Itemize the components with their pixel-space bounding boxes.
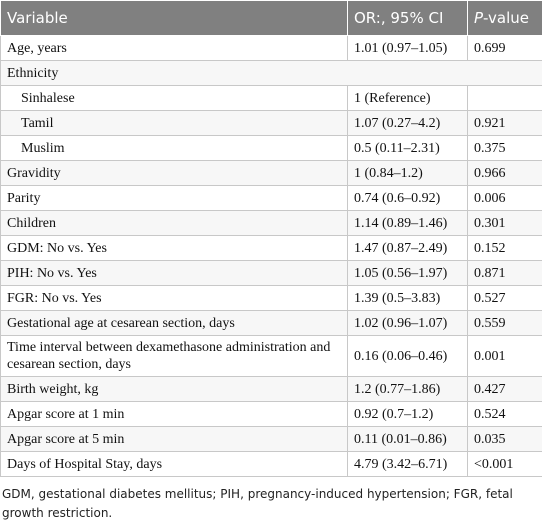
table-cell: Tamil	[0, 110, 348, 136]
table-row: Birth weight, kg 1.2 (0.77–1.86) 0.427	[0, 376, 542, 402]
table-cell: 0.301	[467, 210, 542, 236]
table-row: Gravidity 1 (0.84–1.2) 0.966	[0, 160, 542, 186]
table-cell: Gestational age at cesarean section, day…	[0, 310, 348, 336]
table-cell: 0.152	[467, 235, 542, 261]
table-row: Days of Hospital Stay, days 4.79 (3.42–6.…	[0, 451, 542, 477]
header-cell: Variable	[0, 0, 348, 36]
table-cell: 1.05 (0.56–1.97)	[347, 260, 468, 286]
table-body: Age, years 1.01 (0.97–1.05) 0.699 Ethnicity…	[0, 35, 542, 477]
table-cell: GDM: No vs. Yes	[0, 235, 348, 261]
table-cell: 1.02 (0.96–1.07)	[347, 310, 468, 336]
table-row: Sinhalese 1 (Reference)	[0, 85, 542, 111]
table-cell: 4.79 (3.42–6.71)	[347, 451, 468, 477]
table-cell: Sinhalese	[0, 85, 348, 111]
table-cell: Gravidity	[0, 160, 348, 186]
table-cell: 0.001	[467, 335, 542, 377]
table-cell: 1.39 (0.5–3.83)	[347, 285, 468, 311]
table-row: Children 1.14 (0.89–1.46) 0.301	[0, 210, 542, 236]
table-cell: 0.871	[467, 260, 542, 286]
table-cell: 1 (0.84–1.2)	[347, 160, 468, 186]
table-cell: 0.921	[467, 110, 542, 136]
table-cell: 1.14 (0.89–1.46)	[347, 210, 468, 236]
table-row: Apgar score at 5 min 0.11 (0.01–0.86) 0.03…	[0, 426, 542, 452]
table-cell: 0.427	[467, 376, 542, 402]
table-cell	[467, 85, 542, 111]
table-cell: 0.006	[467, 185, 542, 211]
table-cell: 0.74 (0.6–0.92)	[347, 185, 468, 211]
table-row: Time interval between dexamethasone admi…	[0, 335, 542, 377]
table-cell: <0.001	[467, 451, 542, 477]
table-cell: Ethnicity	[0, 60, 542, 86]
header-cell: P-value	[467, 0, 542, 36]
table-cell: 0.527	[467, 285, 542, 311]
table-cell: 1.2 (0.77–1.86)	[347, 376, 468, 402]
table-cell: Days of Hospital Stay, days	[0, 451, 348, 477]
table-cell: Apgar score at 5 min	[0, 426, 348, 452]
table-cell: Time interval between dexamethasone admi…	[0, 335, 348, 377]
header-row: Variable OR:, 95% CI P-value	[0, 0, 542, 36]
table-cell: Birth weight, kg	[0, 376, 348, 402]
table-cell: 0.035	[467, 426, 542, 452]
table-cell: 1.47 (0.87–2.49)	[347, 235, 468, 261]
table-cell: 0.524	[467, 401, 542, 427]
table-cell: 0.699	[467, 35, 542, 61]
table-cell: PIH: No vs. Yes	[0, 260, 348, 286]
table-row: Gestational age at cesarean section, day…	[0, 310, 542, 336]
table-cell: 0.5 (0.11–2.31)	[347, 135, 468, 161]
table-cell: 1.07 (0.27–4.2)	[347, 110, 468, 136]
table-cell: Age, years	[0, 35, 348, 61]
table-cell: FGR: No vs. Yes	[0, 285, 348, 311]
table-row: Age, years 1.01 (0.97–1.05) 0.699	[0, 35, 542, 61]
table-cell: Parity	[0, 185, 348, 211]
table-row: Tamil 1.07 (0.27–4.2) 0.921	[0, 110, 542, 136]
table-row: GDM: No vs. Yes 1.47 (0.87–2.49) 0.152	[0, 235, 542, 261]
table-cell: Muslim	[0, 135, 348, 161]
data-table: Variable OR:, 95% CI P-value Age, years 1…	[0, 0, 542, 477]
table-cell: 1.01 (0.97–1.05)	[347, 35, 468, 61]
table-cell: 1 (Reference)	[347, 85, 468, 111]
table-row: Apgar score at 1 min 0.92 (0.7–1.2) 0.524	[0, 401, 542, 427]
table-cell: Children	[0, 210, 348, 236]
table-cell: 0.559	[467, 310, 542, 336]
footnote: GDM, gestational diabetes mellitus; PIH,…	[2, 487, 513, 520]
table-row: Muslim 0.5 (0.11–2.31) 0.375	[0, 135, 542, 161]
table-row: Parity 0.74 (0.6–0.92) 0.006	[0, 185, 542, 211]
table-row: Ethnicity	[0, 60, 542, 86]
table-cell: 0.966	[467, 160, 542, 186]
table-cell: 0.11 (0.01–0.86)	[347, 426, 468, 452]
table-row: PIH: No vs. Yes 1.05 (0.56–1.97) 0.871	[0, 260, 542, 286]
table-row: FGR: No vs. Yes 1.39 (0.5–3.83) 0.527	[0, 285, 542, 311]
table-cell: 0.16 (0.06–0.46)	[347, 335, 468, 377]
table-cell: 0.375	[467, 135, 542, 161]
table-cell: 0.92 (0.7–1.2)	[347, 401, 468, 427]
header-cell: OR:, 95% CI	[347, 0, 468, 36]
table-cell: Apgar score at 1 min	[0, 401, 348, 427]
